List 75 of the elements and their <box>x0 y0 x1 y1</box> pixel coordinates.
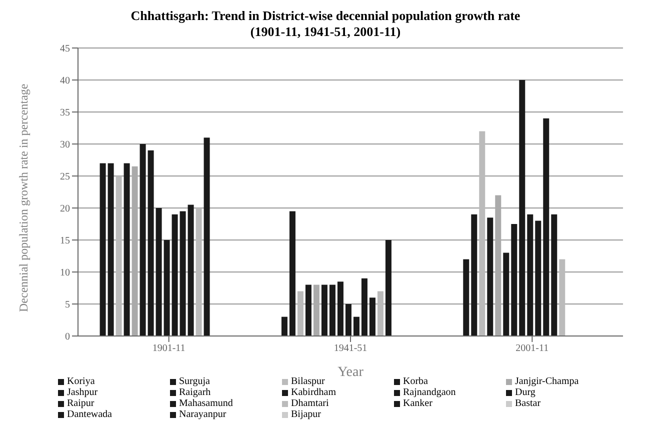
legend-label: Jashpur <box>67 387 98 398</box>
bar <box>281 316 288 336</box>
bar <box>313 284 320 336</box>
bar <box>369 298 376 336</box>
legend-label: Korba <box>403 376 428 387</box>
bar <box>353 316 360 336</box>
bar <box>196 208 202 336</box>
y-tick-label: 40 <box>60 76 70 87</box>
y-tick-label: 35 <box>60 108 70 119</box>
bar <box>495 195 502 336</box>
legend-label: Mahasamund <box>179 398 233 409</box>
bar <box>156 208 162 336</box>
bar <box>321 284 328 336</box>
legend-label: Dantewada <box>67 409 112 420</box>
legend-label: Durg <box>515 387 536 398</box>
y-tick-label: 45 <box>60 44 70 55</box>
y-tick-label: 15 <box>60 236 70 247</box>
legend-label: Kabirdham <box>291 387 336 398</box>
bar <box>305 284 312 336</box>
bar <box>487 218 494 336</box>
y-axis-title: Decennial population growth rate in percentage <box>16 84 30 312</box>
legend-label: Raigarh <box>179 387 211 398</box>
legend-label: Koriya <box>67 376 95 387</box>
legend-label: Bijapur <box>291 409 321 420</box>
bar <box>116 176 122 336</box>
bar <box>463 259 470 336</box>
bar <box>204 138 210 336</box>
y-tick-label: 20 <box>60 204 70 215</box>
legend-label: Bastar <box>515 398 541 409</box>
y-tick-label: 25 <box>60 172 70 183</box>
bar <box>100 163 106 336</box>
bar <box>377 291 384 336</box>
bar <box>479 131 486 336</box>
bar <box>503 252 510 336</box>
bar <box>124 163 130 336</box>
bar <box>180 211 186 336</box>
bar <box>551 214 558 336</box>
bar <box>511 224 518 336</box>
bar <box>297 291 304 336</box>
y-tick-label: 10 <box>60 268 70 279</box>
bar <box>108 163 114 336</box>
chart-title: Chhattisgarh: Trend in District-wise decennial population growth rate (1901-11, 1941-51, 2001-11) <box>130 8 522 40</box>
x-tick-label: 1941-51 <box>334 343 368 354</box>
bar <box>164 240 170 336</box>
bar <box>148 150 154 336</box>
bar <box>188 204 194 336</box>
legend-label: Raipur <box>67 398 94 409</box>
bar <box>345 304 352 336</box>
x-tick-label: 1901-11 <box>152 343 186 354</box>
legend-label: Dhamtari <box>291 398 329 409</box>
y-tick-label: 30 <box>60 140 70 151</box>
bar <box>132 166 138 336</box>
bar <box>559 259 566 336</box>
x-axis-title: Year <box>338 365 364 380</box>
bar <box>385 240 392 336</box>
legend-label: Bilaspur <box>291 376 325 387</box>
y-tick-label: 5 <box>65 300 70 311</box>
bar <box>543 118 550 336</box>
bar <box>172 214 178 336</box>
bar <box>519 80 526 336</box>
x-tick-label: 2001-11 <box>516 343 549 354</box>
bar <box>471 214 478 336</box>
bar <box>329 284 336 336</box>
legend-label: Surguja <box>179 376 210 387</box>
bar <box>361 278 368 336</box>
legend-label: Janjgir-Champa <box>515 376 579 387</box>
bar <box>337 282 344 336</box>
legend-label: Kanker <box>403 398 432 409</box>
bar <box>535 220 542 336</box>
bar <box>289 211 296 336</box>
legend-label: Rajnandgaon <box>403 387 456 398</box>
bar <box>527 214 534 336</box>
bar <box>140 144 146 336</box>
y-tick-label: 0 <box>65 332 70 343</box>
legend-label: Narayanpur <box>179 409 226 420</box>
